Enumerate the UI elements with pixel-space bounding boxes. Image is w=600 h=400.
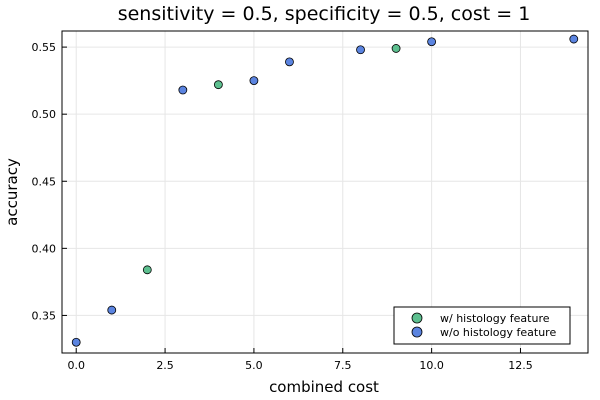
point-without-histology bbox=[71, 337, 81, 347]
point-without-histology bbox=[249, 76, 259, 86]
x-tick-label: 12.5 bbox=[508, 359, 533, 372]
y-axis-title: accuracy bbox=[3, 158, 21, 226]
y-tick-label: 0.40 bbox=[32, 242, 57, 255]
legend-box bbox=[393, 306, 571, 345]
y-tick-label: 0.45 bbox=[32, 175, 57, 188]
point-without-histology bbox=[178, 85, 188, 95]
x-tick-label: 7.5 bbox=[334, 359, 352, 372]
point-without-histology bbox=[427, 37, 437, 47]
x-tick-label: 5.0 bbox=[245, 359, 263, 372]
legend-marker bbox=[411, 326, 423, 338]
data-points bbox=[71, 34, 579, 347]
point-without-histology bbox=[569, 34, 579, 44]
y-tick-label: 0.35 bbox=[32, 309, 57, 322]
x-tick-label: 0.0 bbox=[67, 359, 85, 372]
chart-title: sensitivity = 0.5, specificity = 0.5, co… bbox=[118, 3, 531, 25]
point-with-histology bbox=[391, 44, 401, 53]
legend-label: w/o histology feature bbox=[440, 326, 556, 339]
point-without-histology bbox=[107, 305, 117, 315]
point-without-histology bbox=[285, 57, 294, 67]
y-tick-label: 0.55 bbox=[32, 41, 57, 54]
grid bbox=[62, 31, 588, 353]
legend-label: w/ histology feature bbox=[440, 312, 550, 325]
legend-marker bbox=[411, 312, 423, 324]
x-tick-label: 2.5 bbox=[156, 359, 174, 372]
x-tick-label: 10.0 bbox=[419, 359, 444, 372]
point-without-histology bbox=[356, 45, 365, 55]
point-with-histology bbox=[213, 80, 223, 90]
axis-ticks: 0.0 2.5 5.0 7.5 10.0 12.5 0.35 0.40 0.45 0.50 0.55 bbox=[32, 41, 533, 372]
x-axis-title: combined cost bbox=[269, 378, 379, 396]
plot-frame bbox=[61, 30, 589, 354]
point-with-histology bbox=[142, 265, 152, 275]
y-tick-label: 0.50 bbox=[32, 108, 57, 121]
